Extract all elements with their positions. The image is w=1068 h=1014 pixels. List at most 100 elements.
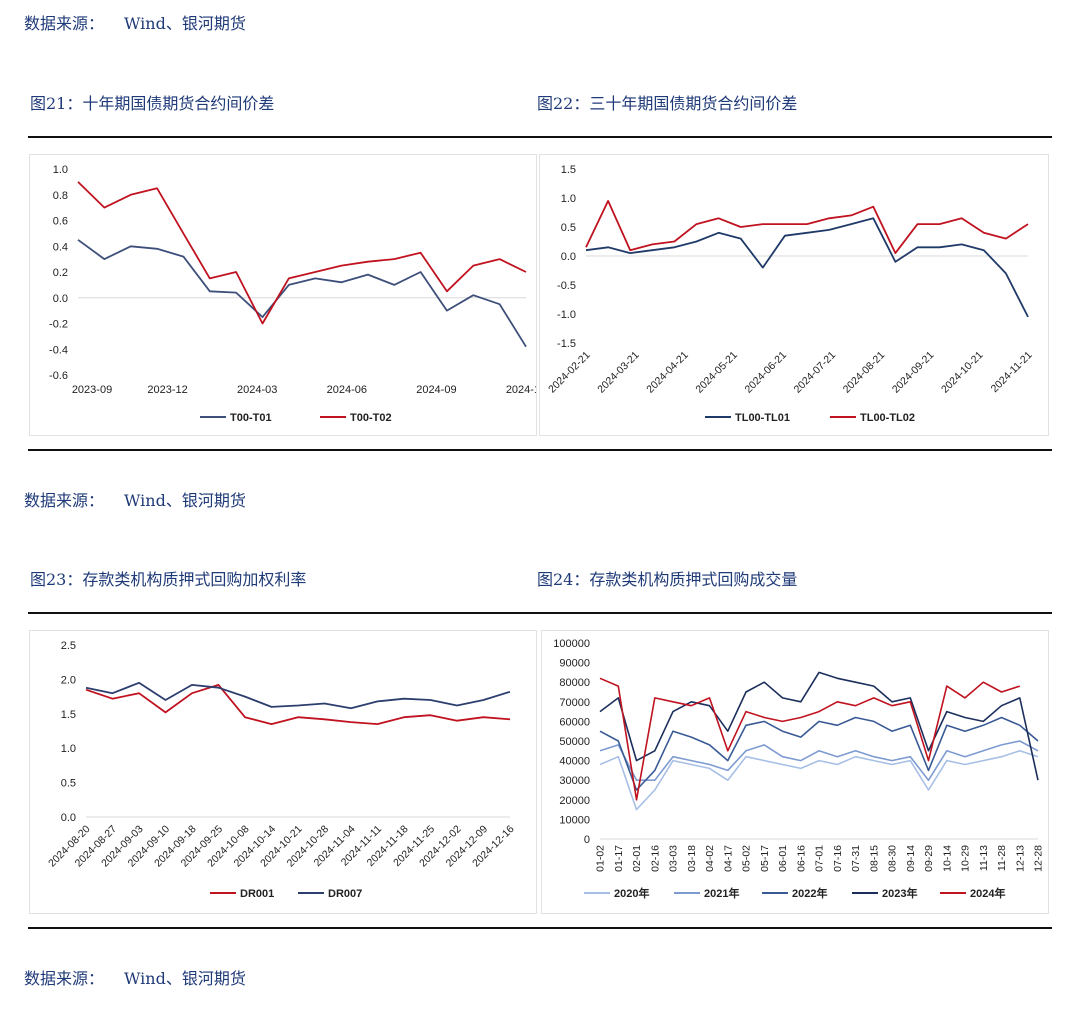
y-tick-label: 2.5 [61, 640, 76, 652]
y-tick-label: 2.0 [61, 674, 76, 686]
y-tick-label: 100000 [553, 638, 590, 650]
chart-24: 1000009000080000700006000050000400003000… [553, 638, 1045, 900]
x-tick-label: 03-18 [686, 845, 698, 872]
legend-label: T00-T01 [230, 412, 272, 424]
y-tick-label: 0.2 [53, 267, 68, 279]
y-tick-label: 60000 [559, 716, 590, 728]
x-tick-label: 2024-07-21 [792, 349, 839, 396]
x-tick-label: 2024-09 [416, 384, 456, 396]
y-tick-label: 10000 [559, 814, 590, 826]
x-tick-label: 06-01 [777, 845, 789, 872]
x-tick-label: 03-03 [668, 845, 680, 872]
x-tick-label: 12-28 [1033, 845, 1045, 872]
source-value: Wind、银河期货 [124, 969, 246, 988]
series-line-2020年 [599, 750, 1039, 811]
y-tick-label: 30000 [559, 775, 590, 787]
y-tick-label: 80000 [559, 677, 590, 689]
x-tick-label: 2024-09-21 [890, 349, 937, 396]
y-tick-label: 0.0 [561, 251, 576, 263]
x-tick-label: 11-13 [978, 845, 990, 871]
x-tick-label: 06-16 [795, 845, 807, 872]
source-label: 数据来源： [24, 14, 105, 33]
y-tick-label: 20000 [559, 795, 590, 807]
legend-label: DR001 [240, 888, 274, 900]
x-tick-label: 04-17 [722, 845, 734, 872]
top-rule [28, 136, 1052, 138]
y-tick-label: 0.8 [53, 190, 68, 202]
x-tick-label: 2024-02-21 [546, 349, 593, 396]
y-tick-label: 40000 [559, 756, 590, 768]
legend-label: 2022年 [792, 886, 827, 900]
x-tick-label: 2024-06-21 [743, 349, 790, 396]
x-tick-label: 09-29 [923, 845, 935, 872]
x-tick-label: 07-01 [814, 845, 826, 872]
y-tick-label: 0.4 [53, 241, 68, 253]
chart-panel-23: 2.5 2.0 1.5 1.0 0.5 0.0 2024-08-20 2024-08-27 20… [29, 630, 537, 914]
legend-label: TL00-TL02 [860, 412, 915, 424]
x-tick-label: 01-02 [595, 845, 607, 872]
y-tick-label: 1.0 [61, 743, 76, 755]
y-tick-label: 0 [584, 834, 590, 846]
mid-rule-1 [28, 449, 1052, 451]
series-line-T00-T02 [77, 181, 527, 325]
x-tick-label: 2024-06 [327, 384, 367, 396]
x-tick-label: 09-14 [905, 845, 917, 872]
chart-21: 1.0 0.8 0.6 0.4 0.2 0.0 -0.2 -0.4 -0.6 2023-09 202… [49, 164, 536, 424]
y-tick-label: 0.5 [561, 222, 576, 234]
bottom-rule [28, 927, 1052, 929]
x-tick-label: 11-28 [996, 845, 1008, 871]
mid-rule-2 [28, 612, 1052, 614]
x-tick-label: 05-17 [759, 845, 771, 872]
chart-panel-22: 1.5 1.0 0.5 0.0 -0.5 -1.0 -1.5 2024-02-21 2024-0… [539, 154, 1049, 436]
source-value: Wind、银河期货 [124, 14, 246, 33]
figure-21-title: 图21：十年期国债期货合约间价差 [30, 94, 275, 113]
x-tick-label: 10-14 [941, 845, 953, 872]
x-tick-label: 2023-09 [72, 384, 112, 396]
source-line: 数据来源： Wind、银河期货 [24, 10, 246, 34]
series-line-2021年 [599, 740, 1039, 781]
y-tick-label: 1.0 [561, 193, 576, 205]
source-line: 数据来源： Wind、银河期货 [24, 487, 246, 511]
x-tick-label: 2024-03 [237, 384, 277, 396]
y-tick-label: 50000 [559, 736, 590, 748]
x-tick-label: 07-16 [832, 845, 844, 872]
x-tick-label: 02-01 [631, 845, 643, 872]
x-tick-label: 2024-11-21 [989, 349, 1035, 395]
legend-label: 2024年 [970, 886, 1005, 900]
series-line-TL00-TL01 [585, 217, 1029, 318]
y-tick-label: 1.0 [53, 164, 68, 176]
x-tick-label: 2024-03-21 [595, 349, 642, 396]
x-tick-label: 08-15 [868, 845, 880, 872]
x-tick-label: 2024-12 [506, 384, 536, 396]
x-tick-label: 2024-08-21 [841, 349, 888, 396]
x-tick-label: 2023-12 [147, 384, 187, 396]
legend-label: 2021年 [704, 886, 739, 900]
y-tick-label: 1.5 [61, 709, 76, 721]
x-tick-label: 2024-04-21 [644, 349, 691, 396]
y-tick-label: -1.0 [557, 309, 576, 321]
legend-label: TL00-TL01 [735, 412, 790, 424]
y-tick-label: -0.6 [49, 370, 68, 382]
x-tick-label: 05-02 [741, 845, 753, 872]
y-tick-label: 0.0 [53, 293, 68, 305]
y-tick-label: 70000 [559, 697, 590, 709]
source-label: 数据来源： [24, 491, 105, 510]
x-tick-label: 02-16 [649, 845, 661, 872]
x-tick-label: 08-30 [887, 845, 899, 872]
figure-24-title: 图24：存款类机构质押式回购成交量 [537, 570, 798, 589]
y-tick-label: 0.6 [53, 216, 68, 228]
x-tick-label: 12-13 [1014, 845, 1026, 872]
y-tick-label: -1.5 [557, 338, 576, 350]
figure-23-title: 图23：存款类机构质押式回购加权利率 [30, 570, 307, 589]
source-value: Wind、银河期货 [124, 491, 246, 510]
chart-panel-21: 1.0 0.8 0.6 0.4 0.2 0.0 -0.2 -0.4 -0.6 2023-09 202… [29, 154, 537, 436]
figure-22-title: 图22：三十年期国债期货合约间价差 [537, 94, 798, 113]
series-line-DR007 [85, 681, 511, 710]
chart-panel-24: 100000 90000 80000 70000 60000 50000 40000 3000… [541, 630, 1049, 914]
y-tick-label: -0.4 [49, 344, 68, 356]
legend-label: 2020年 [614, 886, 649, 900]
x-tick-label: 2024-10-21 [939, 349, 986, 396]
x-tick-label: 10-29 [960, 845, 972, 872]
chart-23: 2.52.01.51.00.50.02024-08-202024-08-2720… [46, 640, 517, 900]
